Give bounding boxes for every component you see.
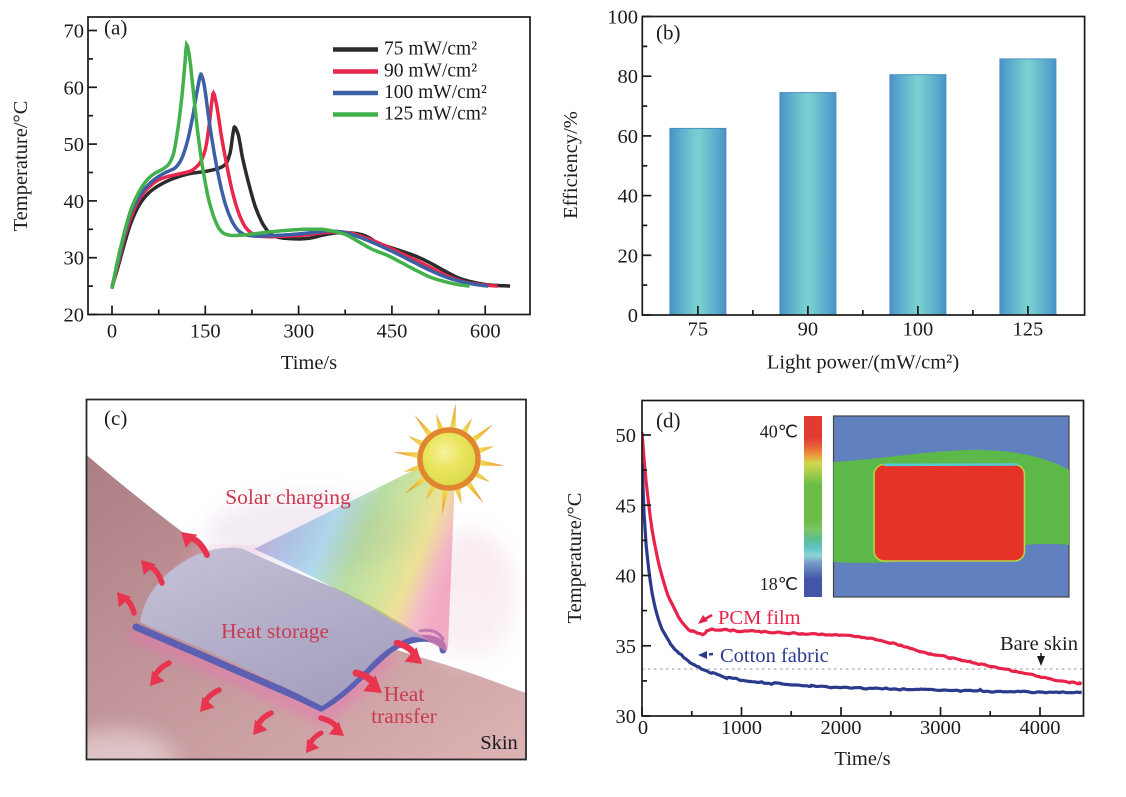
svg-text:125: 125: [1013, 319, 1044, 341]
svg-text:40℃: 40℃: [760, 422, 798, 442]
svg-text:50: 50: [616, 425, 637, 447]
svg-text:60: 60: [618, 126, 639, 148]
svg-text:Heat storage: Heat storage: [221, 619, 329, 643]
svg-text:20: 20: [618, 245, 639, 267]
svg-text:Solar charging: Solar charging: [225, 485, 351, 509]
svg-text:40: 40: [64, 191, 85, 213]
svg-text:Bare skin: Bare skin: [1000, 633, 1078, 655]
svg-text:0: 0: [107, 321, 117, 343]
svg-text:100: 100: [607, 7, 638, 29]
svg-text:100 mW/cm²: 100 mW/cm²: [384, 82, 487, 103]
svg-text:2000: 2000: [821, 717, 862, 739]
svg-text:70: 70: [64, 21, 85, 43]
svg-text:80: 80: [618, 66, 639, 88]
svg-text:75 mW/cm²: 75 mW/cm²: [384, 39, 477, 60]
svg-text:100: 100: [903, 319, 934, 341]
svg-text:3000: 3000: [920, 717, 961, 739]
svg-text:Time/s: Time/s: [834, 748, 890, 770]
svg-text:Skin: Skin: [480, 732, 518, 754]
svg-text:Light power/(mW/cm²): Light power/(mW/cm²): [767, 352, 959, 374]
svg-text:150: 150: [190, 321, 221, 343]
svg-text:300: 300: [283, 321, 314, 343]
svg-text:75: 75: [688, 319, 709, 341]
svg-text:40: 40: [618, 186, 639, 208]
svg-text:Temperature/°C: Temperature/°C: [564, 493, 586, 624]
svg-text:PCM film: PCM film: [718, 607, 801, 629]
svg-text:450: 450: [377, 321, 408, 343]
svg-text:90: 90: [798, 319, 819, 341]
svg-text:50: 50: [64, 134, 85, 156]
svg-text:(a): (a): [104, 16, 127, 40]
svg-text:45: 45: [616, 495, 637, 517]
svg-text:90 mW/cm²: 90 mW/cm²: [384, 61, 477, 82]
svg-text:0: 0: [638, 717, 648, 739]
svg-text:(c): (c): [104, 406, 127, 430]
svg-text:30: 30: [616, 706, 637, 728]
svg-text:4000: 4000: [1020, 717, 1061, 739]
svg-text:Efficiency/%: Efficiency/%: [560, 111, 582, 219]
svg-text:(b): (b): [656, 21, 681, 45]
svg-text:Heat: Heat: [384, 682, 425, 706]
svg-text:transfer: transfer: [371, 704, 437, 728]
svg-text:1000: 1000: [721, 717, 762, 739]
svg-text:0: 0: [628, 305, 638, 327]
svg-text:40: 40: [616, 566, 637, 588]
svg-text:20: 20: [64, 305, 85, 327]
svg-text:30: 30: [64, 248, 85, 270]
svg-text:35: 35: [616, 636, 637, 658]
svg-text:(d): (d): [656, 409, 681, 433]
svg-text:Time/s: Time/s: [281, 352, 337, 374]
svg-text:125 mW/cm²: 125 mW/cm²: [384, 104, 487, 125]
svg-text:Cotton fabric: Cotton fabric: [720, 645, 829, 667]
svg-text:Temperature/°C: Temperature/°C: [10, 101, 32, 232]
svg-text:18℃: 18℃: [760, 574, 798, 594]
svg-text:600: 600: [470, 321, 501, 343]
svg-text:60: 60: [64, 77, 85, 99]
